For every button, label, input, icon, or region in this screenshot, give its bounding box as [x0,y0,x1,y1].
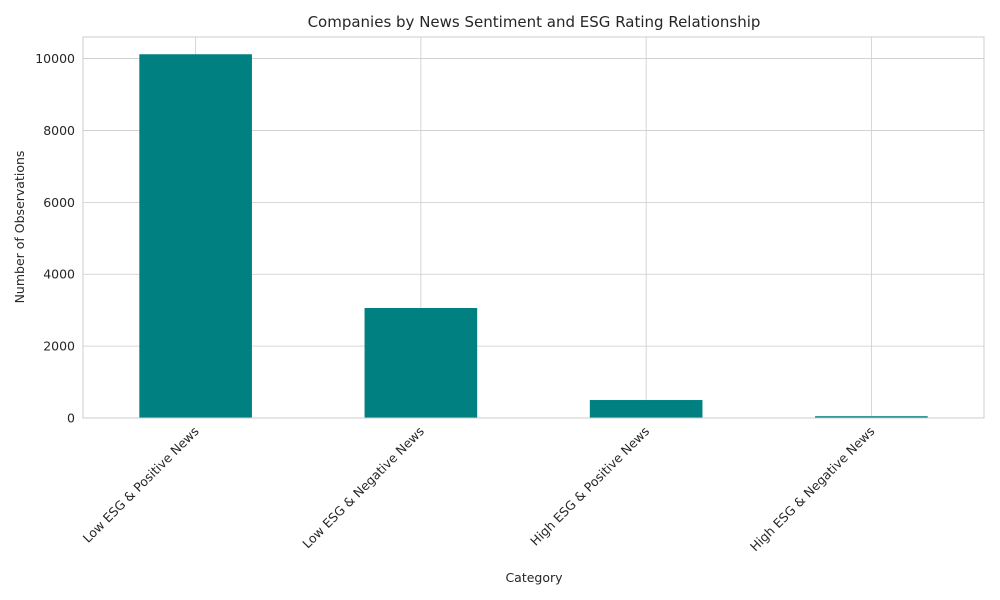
y-tick-label: 2000 [43,339,75,354]
x-tick-label: High ESG & Negative News [747,424,878,555]
x-tick-label: Low ESG & Negative News [299,424,427,552]
bar [364,308,478,418]
y-tick-label: 6000 [43,195,75,210]
y-tick-label: 8000 [43,123,75,138]
y-axis-label: Number of Observations [12,151,27,304]
y-tick-label: 10000 [35,51,75,66]
chart-title: Companies by News Sentiment and ESG Rati… [308,13,761,31]
y-tick-label: 4000 [43,267,75,282]
x-axis-label: Category [505,570,563,585]
y-tick-label: 0 [67,411,75,426]
y-axis-ticks: 0 2000 4000 6000 8000 10000 [35,51,75,425]
bars [139,54,928,418]
bar [139,54,252,418]
bar [815,416,928,418]
x-tick-label: High ESG & Positive News [527,424,652,549]
bar [589,400,703,418]
plot-frame [82,36,985,419]
x-axis-ticks: Low ESG & Positive News Low ESG & Negativ… [80,424,878,555]
x-tick-label: Low ESG & Positive News [80,424,202,546]
